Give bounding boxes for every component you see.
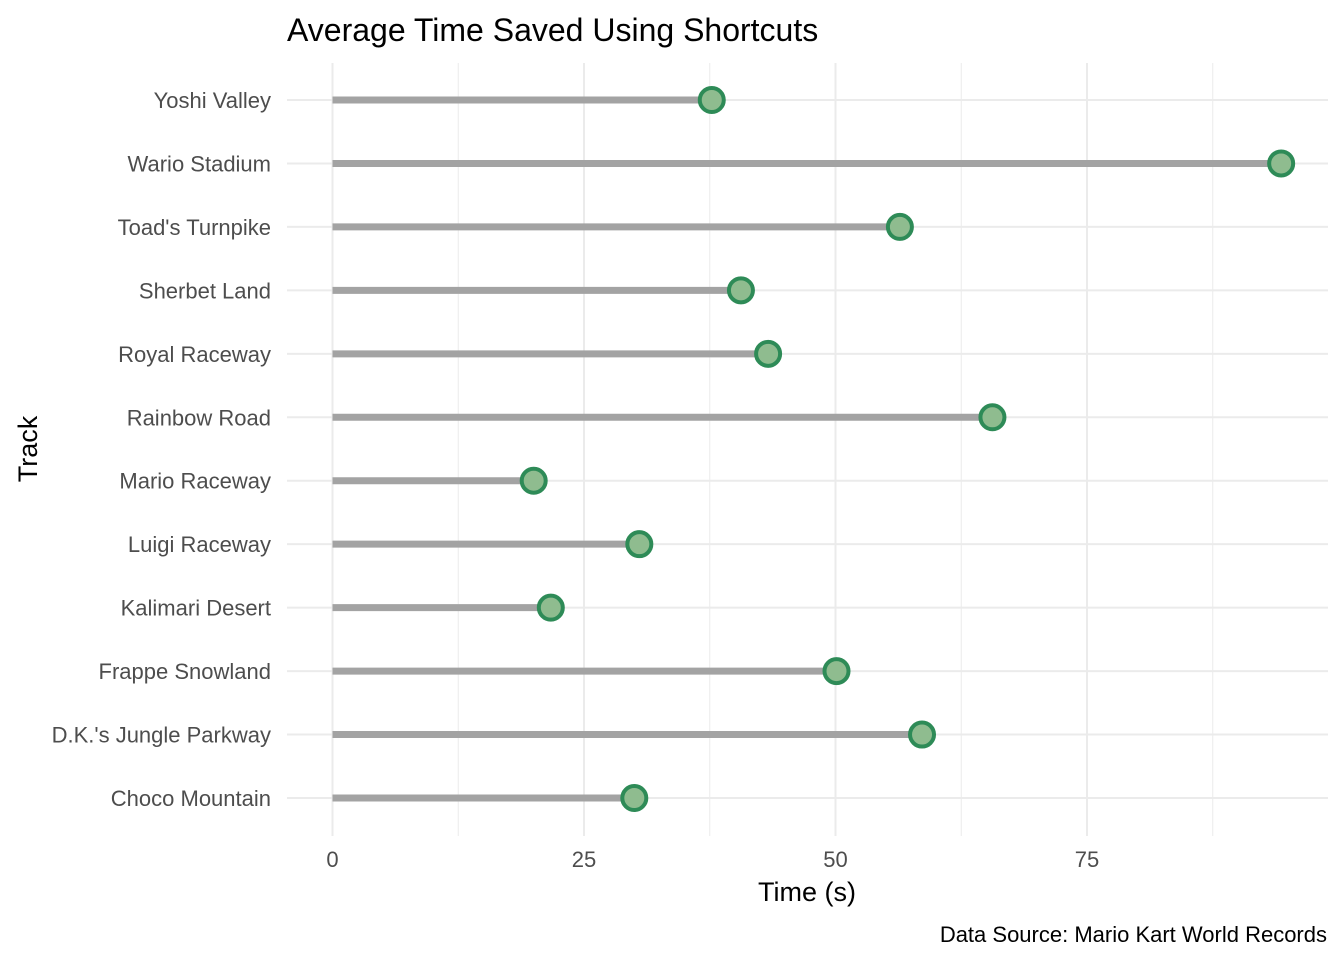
lollipop-point xyxy=(519,466,548,495)
chart-caption: Data Source: Mario Kart World Records xyxy=(940,922,1327,947)
y-tick-labels: Choco Mountain D.K.'s Jungle Parkway Frapp… xyxy=(52,88,271,811)
lollipop-point xyxy=(726,276,755,305)
lollipop-point xyxy=(978,403,1007,432)
grid-layer xyxy=(287,63,1328,836)
x-tick-labels: 0 25 50 75 xyxy=(326,847,1099,872)
y-tick-label: Frappe Snowland xyxy=(99,659,271,684)
y-tick-label: Rainbow Road xyxy=(127,405,271,430)
chart-title: Average Time Saved Using Shortcuts xyxy=(287,12,818,48)
lollipop-point xyxy=(885,212,914,241)
lollipop-point xyxy=(754,339,783,368)
y-tick-label: Sherbet Land xyxy=(139,278,271,303)
y-tick-label: Mario Raceway xyxy=(119,469,271,494)
lollipop-point xyxy=(625,530,654,559)
lollipop-point xyxy=(536,593,565,622)
x-tick-label: 25 xyxy=(572,847,596,872)
lollipop-point xyxy=(822,657,851,686)
y-tick-label: Kalimari Desert xyxy=(121,596,271,621)
x-tick-label: 0 xyxy=(326,847,338,872)
y-axis-title: Track xyxy=(13,415,43,482)
y-tick-label: Choco Mountain xyxy=(111,786,271,811)
y-tick-label: D.K.'s Jungle Parkway xyxy=(52,723,271,748)
lollipop-point xyxy=(908,720,937,749)
y-tick-label: Royal Raceway xyxy=(118,342,271,367)
x-tick-label: 50 xyxy=(823,847,847,872)
lollipop-point xyxy=(1267,149,1296,178)
x-axis-title: Time (s) xyxy=(758,877,856,907)
y-tick-label: Toad's Turnpike xyxy=(118,215,271,240)
lollipop-point xyxy=(620,784,649,812)
lollipop-point xyxy=(697,86,726,114)
x-tick-label: 75 xyxy=(1075,847,1099,872)
mark-layer xyxy=(332,86,1296,812)
y-tick-label: Luigi Raceway xyxy=(128,532,271,557)
y-tick-label: Wario Stadium xyxy=(128,151,271,176)
y-tick-label: Yoshi Valley xyxy=(154,88,271,113)
